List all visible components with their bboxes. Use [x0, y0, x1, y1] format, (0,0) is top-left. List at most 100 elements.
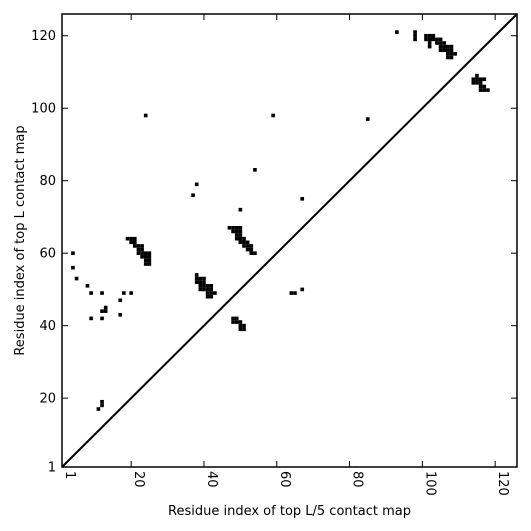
contact-point — [194, 182, 199, 187]
contact-point — [427, 44, 432, 49]
contact-point — [234, 236, 239, 241]
contact-point — [96, 407, 101, 411]
contact-point — [413, 30, 417, 34]
contact-point — [453, 52, 457, 56]
x-axis-label: Residue index of top L/5 contact map — [168, 504, 411, 519]
contact-point — [471, 77, 476, 82]
contact-point — [449, 52, 454, 56]
contact-point — [446, 55, 450, 60]
x-tick-label: 120 — [495, 471, 510, 496]
contact-point — [140, 251, 144, 255]
contact-point — [118, 312, 123, 317]
contact-point — [242, 240, 246, 245]
contact-point — [438, 44, 443, 49]
contact-point — [471, 81, 476, 85]
x-tick-label: 20 — [131, 471, 146, 488]
contact-point — [103, 305, 108, 310]
contact-point — [140, 255, 144, 259]
contact-point — [194, 273, 199, 277]
contact-point — [482, 84, 487, 89]
contact-point — [475, 81, 479, 85]
contact-point — [442, 41, 447, 45]
contact-point — [143, 251, 148, 255]
contact-point — [482, 88, 487, 92]
contact-point — [191, 193, 195, 198]
contact-point — [71, 265, 75, 270]
contact-point — [424, 37, 428, 42]
contact-point — [413, 33, 417, 38]
contact-point — [395, 30, 399, 34]
contact-point — [245, 247, 250, 252]
contact-point — [242, 244, 246, 248]
contact-point — [122, 291, 126, 295]
y-tick-label: 40 — [39, 319, 56, 334]
contact-point — [74, 276, 79, 281]
contact-point — [209, 291, 214, 295]
diagonal-line — [61, 13, 518, 468]
contact-point — [238, 240, 243, 245]
contact-point — [194, 276, 199, 281]
contact-point — [103, 309, 108, 313]
contact-point — [253, 251, 257, 255]
contact-point — [147, 251, 152, 255]
contact-point — [202, 283, 206, 288]
contact-point — [249, 247, 254, 252]
contact-point — [234, 226, 239, 230]
contact-point — [213, 291, 217, 295]
contact-point — [202, 276, 206, 281]
contact-point — [100, 403, 104, 408]
contact-point — [140, 244, 144, 248]
contact-point — [435, 41, 439, 45]
y-tick-label: 60 — [39, 247, 56, 262]
contact-point — [242, 236, 246, 241]
contact-point — [242, 327, 246, 332]
contact-point — [143, 258, 148, 263]
contact-point — [132, 236, 137, 241]
contact-point — [253, 168, 257, 172]
contact-point — [271, 113, 275, 118]
contact-point — [449, 44, 454, 49]
contact-point — [143, 255, 148, 259]
contact-point — [478, 88, 483, 92]
contact-point — [300, 287, 305, 292]
contact-point — [478, 77, 483, 82]
y-tick-label: 80 — [39, 174, 56, 189]
contact-point — [136, 244, 141, 248]
contact-point — [129, 240, 133, 245]
y-axis-label: Residue index of top L contact map — [13, 125, 28, 355]
contact-point — [136, 247, 141, 252]
contact-point — [242, 323, 246, 328]
y-tick-label: 1 — [48, 461, 56, 476]
contact-point — [427, 37, 432, 42]
contact-point — [118, 298, 123, 303]
contact-point — [209, 294, 214, 299]
contact-point — [245, 240, 250, 245]
contact-point — [202, 280, 206, 284]
contact-point — [198, 287, 203, 292]
x-tick-label: 1 — [62, 471, 77, 479]
contact-point — [442, 44, 447, 49]
contact-point — [89, 316, 93, 321]
contact-point — [147, 255, 152, 259]
contact-point — [438, 37, 443, 42]
contact-point — [238, 226, 243, 230]
contact-point — [205, 294, 210, 299]
contact-point — [205, 287, 210, 292]
contact-point — [293, 291, 297, 295]
contact-point — [238, 236, 243, 241]
contact-point — [475, 73, 479, 78]
contact-point — [143, 262, 148, 266]
contact-point — [129, 236, 133, 241]
contact-point — [132, 240, 137, 245]
contact-point — [435, 37, 439, 42]
contact-point — [132, 244, 137, 248]
contact-point — [446, 48, 450, 53]
y-tick-label: 100 — [31, 102, 56, 117]
contact-point — [438, 41, 443, 45]
contact-point — [442, 48, 447, 53]
contact-point — [478, 84, 483, 89]
contact-point — [194, 280, 199, 284]
plot-frame — [61, 13, 518, 468]
contact-point — [209, 287, 214, 292]
